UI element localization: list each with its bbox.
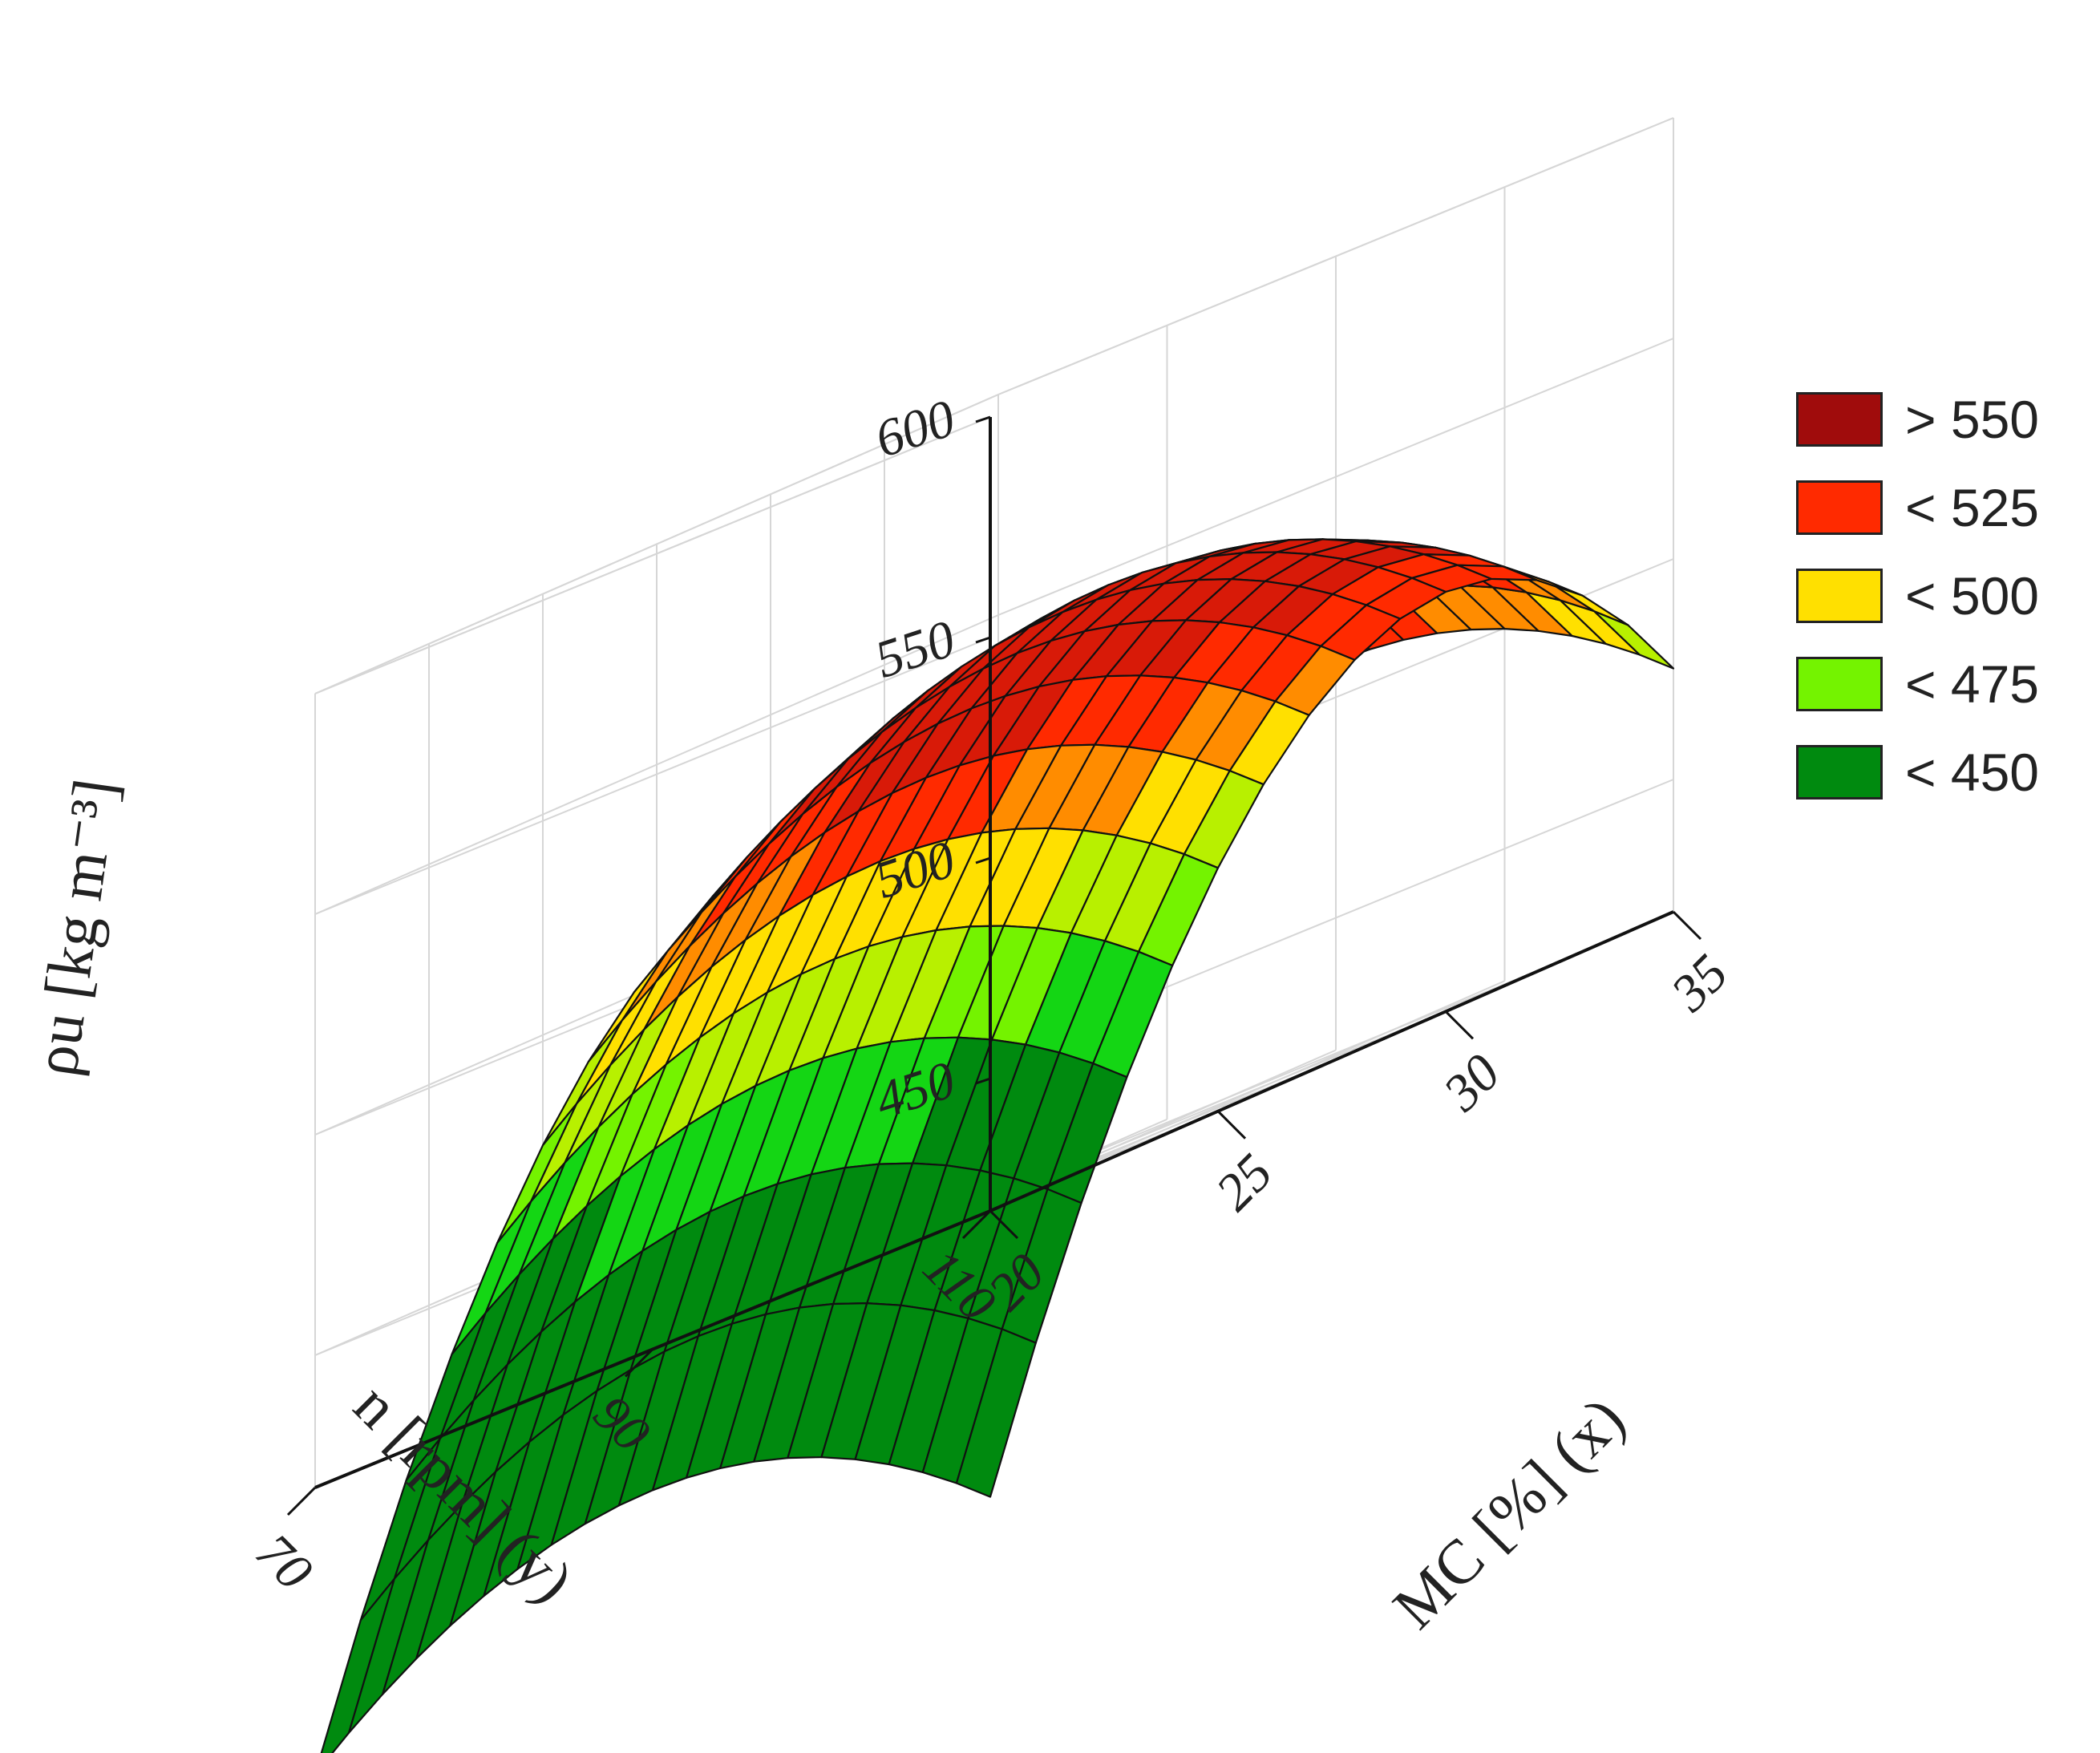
z-tick-mark: [975, 856, 991, 864]
x-tick-mark: [1216, 1110, 1247, 1140]
legend-swatch: [1796, 480, 1883, 535]
z-tick-mark: [975, 415, 991, 423]
legend-swatch: [1796, 569, 1883, 623]
z-tick-mark: [975, 1077, 991, 1085]
axis-layer: [286, 415, 1702, 1516]
x-axis-line: [989, 910, 1674, 1213]
x-tick-mark: [989, 1209, 1019, 1240]
z-axis-title: ρu [kg m⁻³]: [20, 775, 131, 1080]
legend-item: < 500: [1796, 552, 2085, 640]
legend-item: < 475: [1796, 640, 2085, 728]
surface-layer: [320, 538, 1675, 1753]
z-tick-mark: [975, 636, 991, 644]
x-tick-mark: [1444, 1010, 1475, 1040]
legend-item: > 550: [1796, 375, 2085, 464]
legend-item: < 450: [1796, 728, 2085, 816]
x-tick-mark: [1672, 910, 1702, 941]
y-tick-mark: [286, 1486, 317, 1516]
z-tick-label: 600: [868, 389, 962, 469]
legend-label: < 500: [1905, 566, 2039, 625]
legend-label: < 450: [1905, 743, 2039, 802]
legend-item: < 525: [1796, 464, 2085, 552]
x-tick-label: 25: [1205, 1143, 1284, 1221]
x-tick-label: 30: [1432, 1043, 1511, 1123]
z-gridline: [314, 416, 991, 694]
legend-label: < 475: [1905, 654, 2039, 714]
legend-label: > 550: [1905, 390, 2039, 449]
z-gridline: [314, 637, 991, 915]
legend: > 550 < 525 < 500 < 475 < 450: [1796, 375, 2085, 816]
surface-patch: [955, 1328, 1037, 1498]
y-tick-label: 70: [245, 1523, 323, 1601]
x-tick-label: 35: [1660, 944, 1739, 1023]
legend-label: < 525: [1905, 478, 2039, 537]
legend-swatch: [1796, 745, 1883, 800]
legend-swatch: [1796, 657, 1883, 711]
y-tick-mark: [961, 1209, 992, 1240]
x-axis-title: MC [%] (x): [1379, 1383, 1637, 1642]
y-tick-mark: [624, 1348, 654, 1378]
legend-swatch: [1796, 392, 1883, 447]
